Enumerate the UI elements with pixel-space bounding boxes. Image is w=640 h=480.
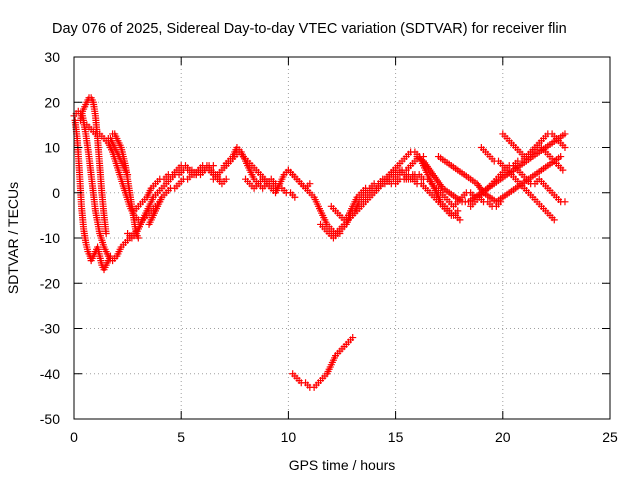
data-point <box>134 234 142 242</box>
x-tick-label: 10 <box>281 429 297 445</box>
y-tick-label: 30 <box>44 49 60 65</box>
x-tick-label: 5 <box>177 429 185 445</box>
y-tick-label: 0 <box>52 185 60 201</box>
data-points <box>70 94 569 391</box>
y-tick-label: -50 <box>40 411 60 427</box>
y-tick-label: -40 <box>40 366 60 382</box>
y-tick-label: 10 <box>44 140 60 156</box>
data-point <box>561 198 569 206</box>
y-axis-label: SDTVAR / TECUs <box>5 182 21 294</box>
data-point <box>557 153 565 161</box>
data-point <box>456 216 464 224</box>
x-tick-label: 0 <box>70 429 78 445</box>
x-axis-label: GPS time / hours <box>289 457 396 473</box>
y-tick-label: 20 <box>44 94 60 110</box>
data-point <box>306 180 314 188</box>
y-tick-label: -30 <box>40 321 60 337</box>
x-tick-label: 15 <box>388 429 404 445</box>
data-point <box>561 130 569 138</box>
data-point <box>349 334 357 342</box>
data-point <box>102 229 110 237</box>
grid <box>74 57 610 419</box>
data-point <box>291 193 299 201</box>
chart-title: Day 076 of 2025, Sidereal Day-to-day VTE… <box>52 21 567 37</box>
data-point <box>561 144 569 151</box>
data-point <box>222 175 230 183</box>
data-point <box>559 166 567 174</box>
x-tick-label: 20 <box>495 429 511 445</box>
axis-ticks: 0 5 10 15 20 25 -50 -40 -30 -20 -10 0 10 20 30 <box>40 49 618 445</box>
y-tick-label: -20 <box>40 275 60 291</box>
data-point <box>550 216 558 224</box>
data-point <box>454 207 462 215</box>
data-point <box>106 252 114 260</box>
data-point <box>209 162 217 170</box>
x-tick-label: 25 <box>602 429 618 445</box>
y-tick-label: -10 <box>40 230 60 246</box>
data-point <box>216 175 224 183</box>
